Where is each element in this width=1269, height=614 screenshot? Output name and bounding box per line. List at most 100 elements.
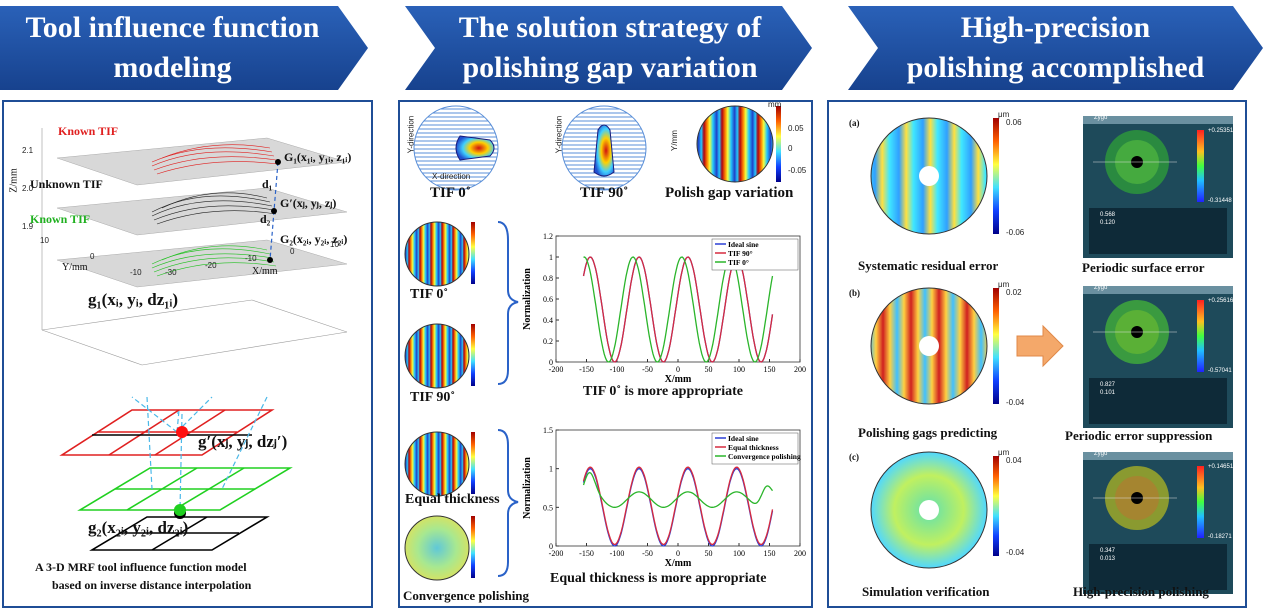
x-tick-label: 200 [794, 365, 806, 374]
grid-g1 [59, 409, 275, 456]
results-diagram [870, 116, 1233, 594]
y-tick-label: 0.4 [543, 316, 553, 325]
x-tick-label: -200 [549, 549, 564, 558]
x-axis-label: X/mm [665, 558, 692, 569]
cbar-b-tick: -0.04 [1006, 398, 1025, 407]
zygo-c-rms: 0.013 [1100, 556, 1116, 562]
header-arrow-2 [405, 6, 812, 90]
label-equal-thickness: Equal thickness [405, 492, 500, 507]
panel-tif-model [2, 100, 373, 608]
x-tick-label: -50 [642, 549, 653, 558]
y-tick-label: 0.2 [543, 337, 553, 346]
gap-cbar-tick: 0 [788, 144, 793, 153]
x-tick: 10 [330, 240, 339, 249]
unit-um-b: μm [998, 280, 1010, 289]
x-tick: -20 [205, 261, 217, 270]
legend-entry: Convergence polishing [728, 452, 801, 461]
caption-periodic-suppression: Periodic error suppression [1065, 428, 1213, 443]
x-tick: -30 [165, 268, 177, 277]
caption-gap-predicting: Polishing gags predicting [858, 425, 998, 440]
zygo-b-rms: 0.101 [1100, 390, 1116, 396]
x-tick-label: 150 [764, 365, 776, 374]
caption-high-precision: High-precision polishing [1073, 584, 1209, 599]
grid-g2-visible [77, 467, 293, 511]
panel1-caption-1: A 3-D MRF tool influence function model [35, 560, 247, 574]
zygo-c-top: +0.14651 [1208, 464, 1234, 470]
header-1: Tool influence function modeling [25, 11, 320, 84]
label-known-tif-top: Known TIF [58, 124, 119, 138]
header-2: The solution strategy of polishing gap va… [458, 11, 762, 84]
zygo-a-pv: 0.568 [1100, 212, 1116, 218]
axis-x-label: X/mm [252, 266, 278, 277]
x-tick-label: -150 [579, 549, 594, 558]
y-tick-label: 0.6 [543, 295, 553, 304]
header-arrow-3 [848, 6, 1263, 90]
label-polish-gap: Polish gap variation [665, 185, 794, 201]
legend-entry: Equal thickness [728, 443, 779, 452]
zygo-brand-b: Zygo [1094, 285, 1108, 291]
arrow-right-icon [1016, 324, 1064, 368]
x-tick-label: 0 [676, 365, 680, 374]
label-convergence-polishing: Convergence polishing [403, 588, 530, 603]
map-c-label: (c) [849, 452, 859, 462]
z-tick: 2.0 [22, 184, 34, 193]
chart1-caption: TIF 0˚ is more appropriate [583, 384, 743, 399]
caption-systematic-residual: Systematic residual error [858, 258, 999, 273]
series-line [582, 471, 774, 508]
label-y-direction-2: Y-direction [554, 115, 564, 154]
caption-periodic-surface: Periodic surface error [1082, 260, 1205, 275]
zygo-b-pv: 0.827 [1100, 382, 1116, 388]
caption-simulation: Simulation verification [862, 584, 990, 599]
legend-entry: TIF 0° [728, 258, 749, 267]
zygo-brand-a: Zygo [1094, 115, 1108, 121]
series-line [583, 256, 774, 363]
zygo-b-bottom: -0.57041 [1208, 368, 1232, 374]
axis-y-label: Y/mm [62, 262, 88, 273]
x-tick-label: -200 [549, 365, 564, 374]
zygo-window-b [1083, 286, 1233, 428]
y-tick-label: 1 [549, 253, 553, 262]
legend-entry: Ideal sine [728, 434, 759, 443]
known-tif-bottom-plane [56, 239, 348, 288]
grid-label-g: g′(xⱼ, yⱼ, dzⱼ′) [198, 432, 288, 451]
x-tick: -10 [245, 254, 257, 263]
unit-um-a: μm [998, 110, 1010, 119]
x-tick-label: 50 [705, 549, 713, 558]
zygo-c-bottom: -0.18271 [1208, 534, 1232, 540]
y-axis-label: Normalization [522, 268, 533, 330]
known-tif-top-plane [56, 137, 348, 186]
y-tick-label: 0 [549, 542, 553, 551]
x-tick-label: -50 [642, 365, 653, 374]
unit-um-c: μm [998, 448, 1010, 457]
map-b-label: (b) [849, 288, 860, 298]
x-tick-label: -100 [610, 549, 625, 558]
zygo-window-a [1083, 116, 1233, 258]
legend-entry: TIF 90° [728, 249, 753, 258]
x-tick-label: 100 [733, 365, 745, 374]
grid-label-g1: g₁(xᵢ, yᵢ, dz₁ᵢ) [88, 290, 179, 309]
x-tick-label: -150 [579, 365, 594, 374]
x-axis-label: X/mm [665, 374, 692, 385]
y-tick: -10 [130, 268, 142, 277]
cbar-a-tick: 0.06 [1006, 118, 1022, 127]
label-tif0-large: TIF 0˚ [430, 185, 471, 201]
x-tick-label: 50 [705, 365, 713, 374]
x-tick: 0 [290, 247, 295, 256]
y-tick-label: 1.2 [543, 232, 553, 241]
gap-cbar-tick: -0.05 [788, 166, 807, 175]
zygo-brand-c: Zygo [1094, 451, 1108, 457]
header-3: High-precision polishing accomplished [906, 11, 1205, 84]
cbar-a-tick: -0.06 [1006, 228, 1025, 237]
zygo-a-top: +0.25351 [1208, 128, 1234, 134]
y-axis-label: Normalization [522, 457, 533, 519]
header-arrow-1 [0, 6, 368, 90]
legend-box [711, 432, 799, 465]
cbar-c-tick: -0.04 [1006, 548, 1025, 557]
zygo-b-top: +0.25616 [1208, 298, 1234, 304]
series-line [582, 466, 774, 546]
zygo-c-pv: 0.347 [1100, 548, 1116, 554]
tif-3d-diagram [41, 128, 348, 551]
cbar-b-tick: 0.02 [1006, 288, 1022, 297]
y-tick-label: 0.8 [543, 274, 553, 283]
label-x-direction: X-direction [432, 172, 471, 181]
